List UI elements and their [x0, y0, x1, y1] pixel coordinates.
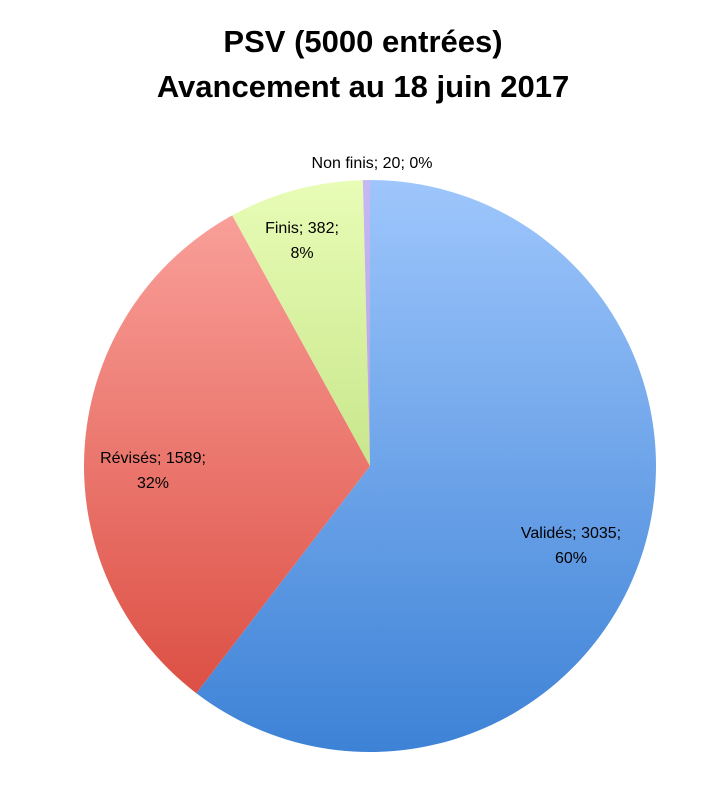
pie-slice-valid-s [196, 180, 657, 753]
data-label-r-vis-s: Révisés; 1589; 32% [100, 450, 206, 492]
data-label-finis: Finis; 382; 8% [265, 220, 339, 262]
pie-slice-finis [232, 180, 370, 466]
chart-title-line-2: Avancement au 18 juin 2017 [156, 69, 570, 104]
pie-slice-non-finis [362, 180, 370, 466]
data-label-non-finis: Non finis; 20; 0% [312, 155, 433, 172]
data-label-valid-s: Validés; 3035; 60% [521, 525, 621, 567]
pie-slice-r-vis-s [83, 215, 371, 694]
chart-title-line-1: PSV (5000 entrées) [223, 24, 503, 59]
